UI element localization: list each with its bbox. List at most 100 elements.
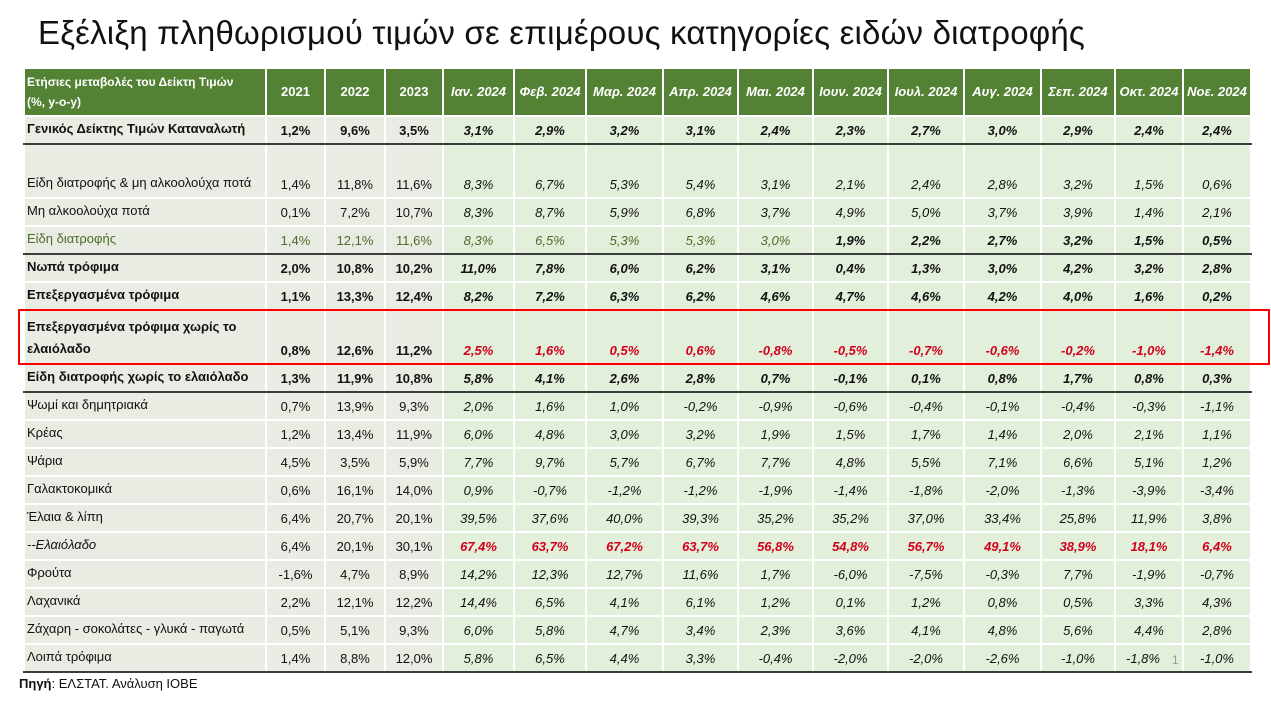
row-label: Είδη διατροφής & μη αλκοολούχα ποτά [23,143,267,199]
table-cell: 3,4% [662,615,739,645]
table-cell: 35,2% [737,503,814,533]
column-header: Απρ. 2024 [662,67,739,117]
table-cell: 2,7% [887,115,965,145]
table-cell: 7,1% [963,447,1042,477]
table-cell: -1,2% [585,475,664,505]
table-cell: 1,7% [1040,363,1116,393]
table-cell: -1,8% [1114,643,1184,673]
table-cell: 7,2% [324,197,386,227]
table-cell: -3,9% [1114,475,1184,505]
table-cell: 12,1% [324,587,386,617]
table-cell: 10,2% [384,253,444,283]
table-cell: 6,7% [513,143,587,199]
table-cell: 6,5% [513,643,587,673]
table-cell: -0,8% [737,309,814,365]
table-cell: -0,4% [737,643,814,673]
table-cell: 12,3% [513,559,587,589]
table-cell: 5,6% [1040,615,1116,645]
table-cell: 0,8% [265,309,326,365]
table-row: Είδη διατροφής & μη αλκοολούχα ποτά 1,4% 1… [23,143,1252,199]
table-cell: 11,9% [324,363,386,393]
table-cell: 56,7% [887,531,965,561]
table-cell: 4,4% [585,643,664,673]
table-cell: 8,7% [513,197,587,227]
table-cell: 2,9% [513,115,587,145]
table-cell: 8,2% [442,281,515,311]
table-cell: 12,7% [585,559,664,589]
table-cell: 3,1% [737,143,814,199]
table-row: Είδη διατροφής χωρίς το ελαιόλαδο 1,3% 11,… [23,363,1252,393]
table-cell: 3,0% [963,253,1042,283]
table-cell: 12,2% [384,587,444,617]
table-cell: -1,9% [737,475,814,505]
table-cell: 1,5% [1114,225,1184,255]
table-cell: 0,6% [265,475,326,505]
source-label: Πηγή [19,676,52,691]
table-cell: 5,9% [384,447,444,477]
table-cell: 4,0% [1040,281,1116,311]
table-cell: -0,2% [662,391,739,421]
row-label: Ψάρια [23,447,267,477]
table-cell: -0,3% [1114,391,1184,421]
table-cell: 6,1% [662,587,739,617]
table-cell: 0,5% [585,309,664,365]
table-cell: 4,8% [963,615,1042,645]
table-cell: 3,7% [963,197,1042,227]
table-cell: 5,8% [442,643,515,673]
table-cell: 4,2% [1040,253,1116,283]
table-row: Νωπά τρόφιμα 2,0% 10,8% 10,2% 11,0% 7,8% 6,0% 6… [23,253,1252,283]
table-cell: 2,4% [887,143,965,199]
table-cell: 8,3% [442,197,515,227]
column-header: 2022 [324,67,386,117]
table-cell: 0,1% [887,363,965,393]
table-cell: 1,4% [265,643,326,673]
table-row: Γαλακτοκομικά 0,6% 16,1% 14,0% 0,9% -0,7% -1,2… [23,475,1252,505]
row-label: Φρούτα [23,559,267,589]
table-row: Είδη διατροφής 1,4% 12,1% 11,6% 8,3% 6,5% 5,3%… [23,225,1252,255]
table-cell: -0,6% [963,309,1042,365]
source-note: Πηγή: ΕΛΣΤΑΤ. Ανάλυση ΙΟΒΕ [19,676,198,692]
table-row: --Ελαιόλαδο 6,4% 20,1% 30,1% 67,4% 63,7% 67,2%… [23,531,1252,561]
table-cell: -1,3% [1040,475,1116,505]
table-cell: 7,7% [1040,559,1116,589]
table-cell: 6,5% [513,587,587,617]
table-cell: -0,6% [812,391,889,421]
table-cell: 2,4% [1182,115,1252,145]
table-row: Επεξεργασμένα τρόφιμα 1,1% 13,3% 12,4% 8,2% 7… [23,281,1252,311]
table-cell: 2,9% [1040,115,1116,145]
table-cell: 4,1% [513,363,587,393]
table-cell: -0,1% [812,363,889,393]
table-cell: 1,2% [265,419,326,449]
table-cell: -1,1% [1182,391,1252,421]
header-label: Ετήσιες μεταβολές του Δείκτη Τιμών (%, y-… [23,67,267,117]
table-cell: 4,7% [585,615,664,645]
table-cell: 3,0% [585,419,664,449]
table-cell: 0,2% [1182,281,1252,311]
table-cell: 8,3% [442,225,515,255]
table-cell: -0,5% [812,309,889,365]
table-cell: 9,6% [324,115,386,145]
table-cell: 4,1% [585,587,664,617]
column-header: 2021 [265,67,326,117]
table-cell: -1,4% [1182,309,1252,365]
table-cell: 3,8% [1182,503,1252,533]
table-cell: 1,2% [887,587,965,617]
column-header: Οκτ. 2024 [1114,67,1184,117]
table-cell: 5,1% [1114,447,1184,477]
table-cell: 18,1% [1114,531,1184,561]
table-cell: 3,1% [442,115,515,145]
row-label: Ζάχαρη - σοκολάτες - γλυκά - παγωτά [23,615,267,645]
table-cell: 5,7% [585,447,664,477]
table-cell: 8,3% [442,143,515,199]
table-cell: -2,0% [812,643,889,673]
page-title: Εξέλιξη πληθωρισμού τιμών σε επιμέρους κ… [38,14,1086,51]
table-cell: 1,3% [265,363,326,393]
table-cell: 3,3% [1114,587,1184,617]
row-label: Ψωμί και δημητριακά [23,391,267,421]
table-cell: 11,8% [324,143,386,199]
table-cell: 2,1% [1114,419,1184,449]
table-cell: 2,0% [265,253,326,283]
table-cell: 8,8% [324,643,386,673]
table-cell: 10,8% [384,363,444,393]
table-row: Επεξεργασμένα τρόφιμα χωρίς το ελαιόλαδο… [23,309,1252,365]
